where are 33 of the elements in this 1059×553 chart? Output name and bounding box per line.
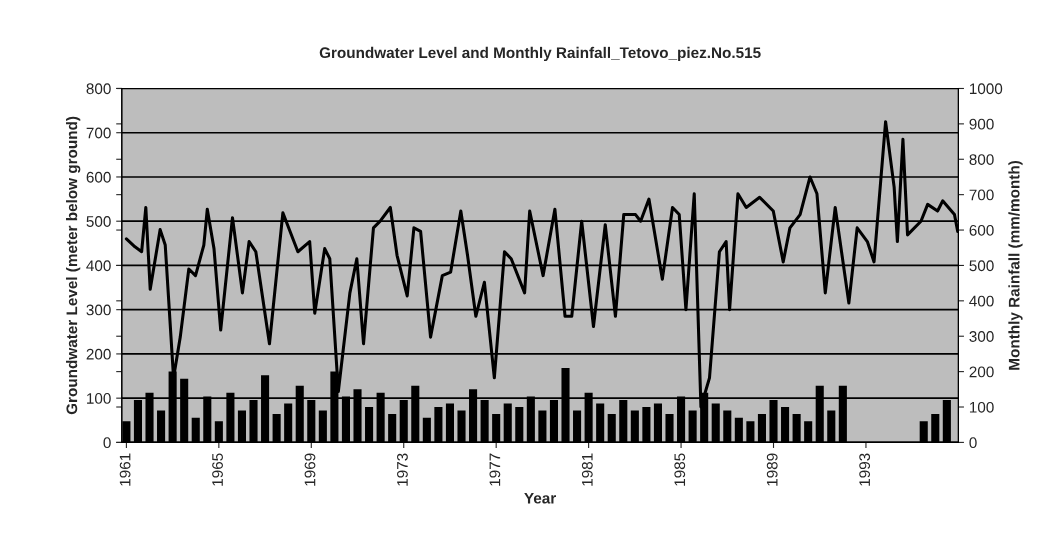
y-tick-label: 0	[103, 437, 111, 449]
y2-tick-label: 700	[969, 189, 994, 201]
y-axis-title: Groundwater Level (meter below ground)	[66, 116, 81, 415]
x-tick-label: 1981	[581, 453, 593, 486]
y-tick-label: 100	[87, 393, 111, 404]
y2-tick-label: 1000	[969, 83, 1003, 95]
x-tick-label: 1989	[766, 453, 778, 486]
x-tick-label: 1969	[304, 453, 316, 486]
y-tick-label: 600	[86, 171, 111, 183]
y-tick-label: 500	[86, 216, 111, 227]
x-axis-title: Year	[524, 492, 556, 504]
y2-tick-label: 200	[969, 366, 994, 378]
y2-tick-label: 900	[969, 118, 994, 130]
chart-title: Groundwater Level and Monthly Rainfall_Tetovo_piez.No.515	[319, 46, 761, 62]
y2-tick-label: 100	[969, 401, 994, 413]
y-tick-label: 400	[86, 260, 111, 272]
y-tick-label: 200	[86, 348, 111, 360]
x-tick-label: 1993	[859, 453, 871, 486]
y-tick-label: 300	[86, 304, 111, 316]
y2-tick-label: 500	[969, 260, 994, 272]
y-tick-label: 800	[86, 83, 111, 95]
y2-axis-title: Monthly Rainfall (mm/month)	[1008, 160, 1023, 370]
x-tick-label: 1973	[397, 453, 408, 486]
y2-tick-label: 600	[969, 224, 994, 236]
y2-tick-label: 0	[969, 437, 977, 449]
y-tick-label: 700	[86, 127, 111, 139]
x-tick-label: 1977	[489, 453, 501, 486]
x-tick-label: 1985	[674, 453, 686, 486]
y2-tick-label: 800	[969, 154, 994, 165]
y2-tick-label: 300	[969, 331, 994, 342]
x-tick-label: 1965	[212, 453, 223, 486]
y2-tick-label: 400	[969, 295, 994, 307]
x-tick-label: 1961	[119, 453, 131, 486]
